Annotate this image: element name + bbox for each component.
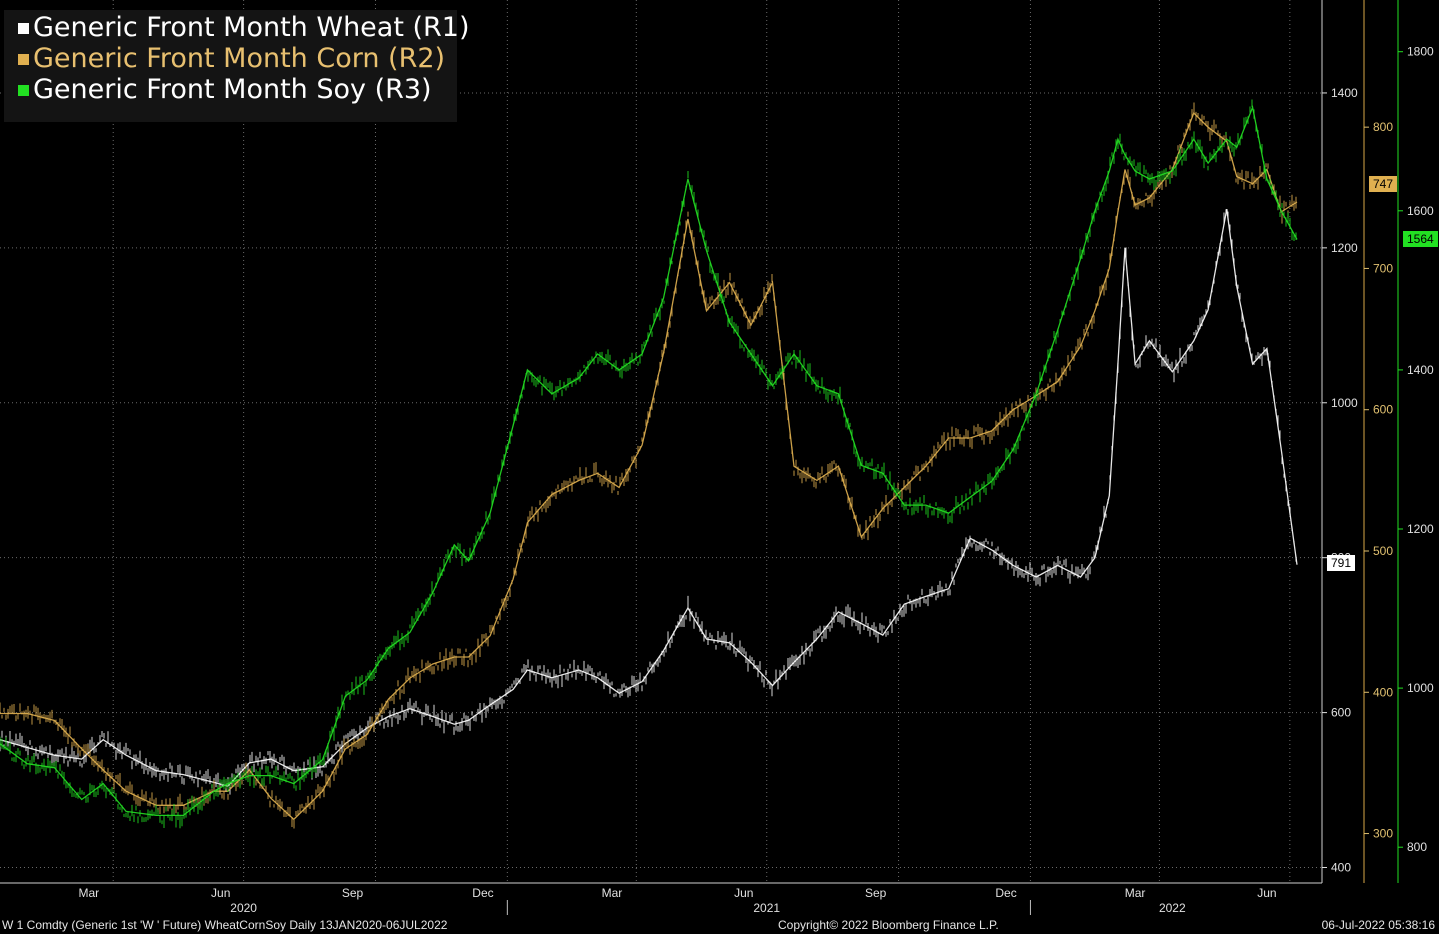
series-bars-soy: [0, 99, 1297, 829]
x-year-label: 2022: [1159, 901, 1186, 915]
legend-item-soy: Generic Front Month Soy (R3): [18, 74, 432, 105]
corn-tick-label: 300: [1373, 827, 1393, 841]
corn-tick-label: 700: [1373, 261, 1393, 275]
wheat-tick-label: 400: [1331, 861, 1351, 875]
grid-lines: [0, 0, 1322, 883]
soy-tick-label: 1200: [1407, 522, 1434, 536]
x-month-label: Mar: [602, 886, 623, 900]
soy-tick-label: 1400: [1407, 363, 1434, 377]
series-soy: [0, 99, 1298, 829]
soy-tick-label: 800: [1407, 840, 1427, 854]
corn-tick-label: 800: [1373, 120, 1393, 134]
footer-security-info: W 1 Comdty (Generic 1st 'W ' Future) Whe…: [2, 918, 448, 932]
legend-label-soy: Generic Front Month Soy (R3): [33, 74, 432, 105]
x-month-label: Jun: [734, 886, 753, 900]
corn-tick-label: 400: [1373, 685, 1393, 699]
x-year-label: 2021: [753, 901, 780, 915]
series-line-wheat: [0, 208, 1298, 787]
corn-swatch: [18, 54, 29, 65]
series-corn: [0, 102, 1298, 829]
series-line-corn: [0, 111, 1298, 821]
footer-copyright: Copyright© 2022 Bloomberg Finance L.P.: [778, 918, 999, 932]
wheat-tick-label: 1400: [1331, 86, 1358, 100]
x-year-label: 2020: [230, 901, 257, 915]
series-bars-corn: [0, 102, 1297, 829]
series-line-soy: [0, 105, 1298, 817]
wheat-last-value-tag: 791: [1327, 555, 1356, 571]
legend-label-wheat: Generic Front Month Wheat (R1): [33, 12, 470, 43]
legend-item-corn: Generic Front Month Corn (R2): [18, 43, 445, 74]
wheat-tick-label: 1200: [1331, 241, 1358, 255]
x-month-label: Dec: [472, 886, 493, 900]
soy-tick-label: 1000: [1407, 681, 1434, 695]
wheat-tick-label: 600: [1331, 706, 1351, 720]
series-bars-wheat: [0, 209, 1297, 795]
legend: Generic Front Month Wheat (R1) Generic F…: [4, 10, 470, 122]
x-month-label: Sep: [865, 886, 887, 900]
legend-item-wheat: Generic Front Month Wheat (R1): [18, 12, 470, 43]
wheat-tick-label: 1000: [1331, 396, 1358, 410]
x-month-label: Jun: [211, 886, 230, 900]
x-month-label: Mar: [79, 886, 100, 900]
corn-tick-label: 500: [1373, 544, 1393, 558]
soy-tick-label: 1600: [1407, 204, 1434, 218]
legend-label-corn: Generic Front Month Corn (R2): [33, 43, 446, 74]
wheat-swatch: [18, 23, 29, 34]
corn-last-value-tag: 747: [1369, 176, 1398, 192]
soy-last-value-tag: 1564: [1403, 231, 1438, 247]
soy-swatch: [18, 85, 29, 96]
footer-timestamp: 06-Jul-2022 05:38:16: [1321, 918, 1435, 932]
axes-layer: 4006008001000120014003004005006007008008…: [0, 0, 1434, 915]
x-month-label: Sep: [342, 886, 364, 900]
series-wheat: [0, 208, 1298, 795]
soy-tick-label: 1800: [1407, 45, 1434, 59]
x-month-label: Jun: [1257, 886, 1276, 900]
series-layer: [0, 99, 1298, 829]
x-month-label: Mar: [1125, 886, 1146, 900]
x-month-label: Dec: [995, 886, 1016, 900]
corn-tick-label: 600: [1373, 403, 1393, 417]
